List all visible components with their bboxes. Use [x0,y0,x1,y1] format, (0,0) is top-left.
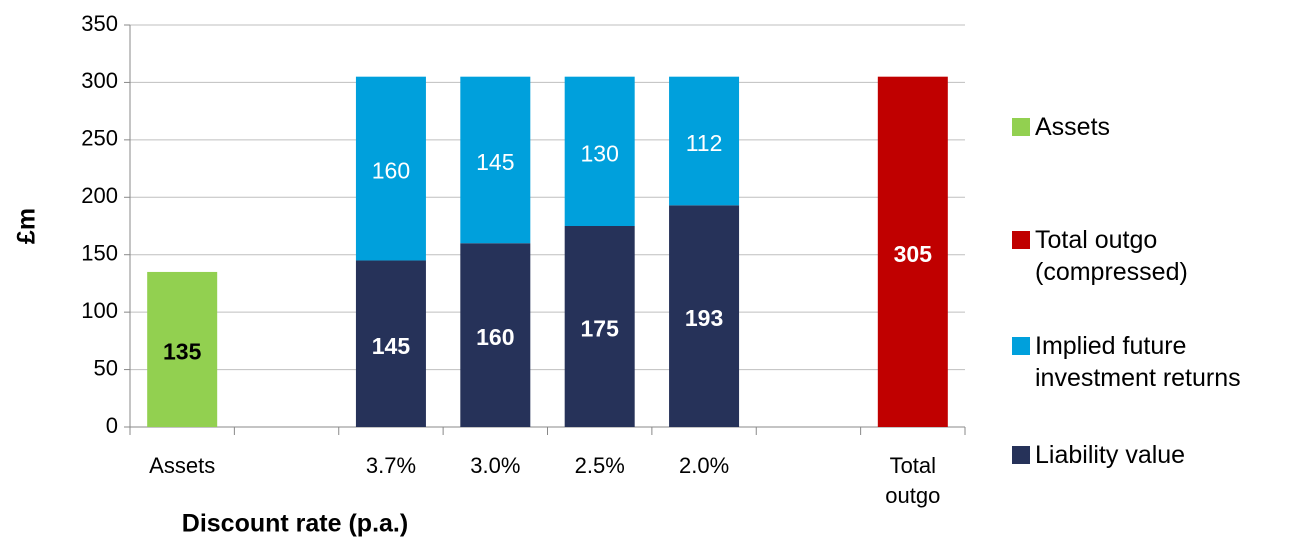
legend-label: Liability value [1035,441,1186,469]
x-tick-label-line: outgo [885,483,940,508]
bar-segment [669,205,740,427]
bar-segment [669,76,740,206]
legend-label: Implied future investment returns [1035,332,1241,392]
bar-segment [460,76,531,244]
data-label: 305 [894,241,933,267]
bar-segment [147,271,218,427]
x-tick-label: 2.5% [575,453,625,478]
legend-item: Implied future investment returns [1012,330,1302,394]
y-tick-label: 100 [81,298,118,323]
legend-item: Total outgo (compressed) [1012,224,1302,288]
data-label: 130 [581,140,619,166]
y-tick-label: 300 [81,68,118,93]
x-tick-label: 2.0% [679,453,729,478]
y-tick-label: 200 [81,183,118,208]
y-tick-label: 350 [81,11,118,36]
y-tick-label: 150 [81,241,118,266]
legend-swatch [1012,337,1030,355]
legend-label: Total outgo (compressed) [1035,226,1188,286]
legend-swatch [1012,231,1030,249]
data-label: 145 [476,149,514,175]
data-label: 145 [372,333,411,359]
legend-swatch [1012,446,1030,464]
bar-segment [355,260,426,427]
legend-label: Assets [1035,113,1111,141]
y-tick-label: 250 [81,126,118,151]
legend-item: Assets [1012,111,1302,143]
y-tick-label: 0 [106,413,118,438]
data-label: 160 [476,324,514,350]
legend-item: Liability value [1012,439,1302,471]
bar-segment [564,226,635,427]
data-label: 160 [372,158,410,184]
x-tick-label: Assets [149,453,215,478]
x-tick-label: 3.0% [470,453,520,478]
data-label: 193 [685,305,723,331]
y-axis-title: £m [13,208,41,244]
x-tick-label: 3.7% [366,453,416,478]
bar-segment [564,76,635,226]
x-tick-label: Total outgo [885,453,940,508]
data-label: 175 [581,316,620,342]
bar-segment [355,76,426,261]
y-tick-label: 50 [94,355,118,380]
legend-swatch [1012,118,1030,136]
x-axis-title: Discount rate (p.a.) [182,510,408,538]
bar-segment [877,76,948,427]
data-label: 135 [163,339,202,365]
x-tick-label-line: Total [890,453,936,478]
data-label: 112 [686,130,723,156]
bar-segment [460,243,531,427]
